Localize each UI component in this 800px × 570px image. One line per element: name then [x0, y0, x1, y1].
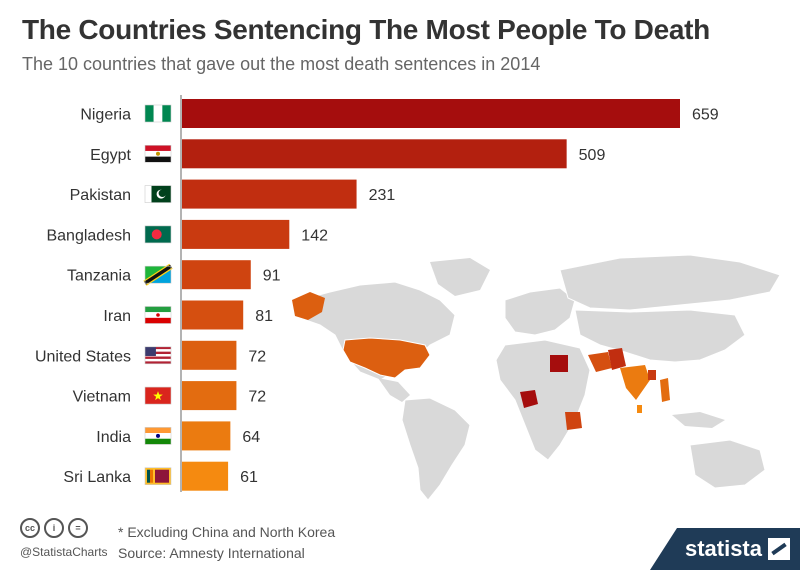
map-bangladesh	[648, 370, 656, 380]
iran-flag-icon	[144, 306, 172, 324]
map-russia	[559, 254, 781, 311]
bar-iran	[182, 300, 244, 330]
map-south-america	[401, 397, 471, 501]
value-label-nigeria: 659	[692, 107, 719, 124]
chart-title: The Countries Sentencing The Most People…	[22, 14, 710, 45]
bar-sri-lanka	[182, 461, 229, 491]
category-label-tanzania: Tanzania	[67, 268, 131, 285]
value-label-sri-lanka: 61	[240, 469, 258, 486]
united-states-flag-icon	[144, 346, 172, 365]
map-tanzania	[565, 412, 582, 430]
map-europe	[504, 287, 576, 336]
value-label-tanzania: 91	[263, 268, 281, 285]
bar-pakistan	[182, 179, 357, 209]
map-greenland	[430, 258, 490, 296]
category-label-sri-lanka: Sri Lanka	[63, 469, 131, 486]
map-australia	[689, 439, 766, 489]
map-vietnam	[660, 378, 670, 402]
no-derivatives-icon: =	[68, 518, 88, 538]
value-label-bangladesh: 142	[301, 227, 328, 244]
map-egypt	[550, 355, 568, 372]
category-label-vietnam: Vietnam	[73, 389, 131, 406]
bar-egypt	[182, 139, 567, 169]
brand-name: statista	[684, 536, 762, 561]
category-label-iran: Iran	[103, 308, 131, 325]
category-label-bangladesh: Bangladesh	[46, 227, 131, 244]
world-map	[292, 254, 781, 501]
value-label-egypt: 509	[579, 147, 606, 164]
egypt-flag-icon	[144, 145, 172, 163]
attribution-icon: i	[44, 518, 64, 538]
map-nigeria	[520, 390, 538, 408]
map-alaska	[292, 292, 325, 320]
map-southeast-asia	[672, 412, 725, 428]
bangladesh-flag-icon	[144, 225, 172, 244]
category-label-nigeria: Nigeria	[80, 107, 131, 124]
category-label-pakistan: Pakistan	[70, 187, 131, 204]
category-label-india: India	[96, 429, 131, 446]
map-africa	[495, 339, 591, 461]
india-flag-icon	[144, 427, 172, 445]
bar-united-states	[182, 340, 237, 370]
category-label-united-states: United States	[35, 348, 131, 365]
map-usa	[342, 337, 431, 379]
sri-lanka-flag-icon	[144, 467, 172, 486]
footnote: * Excluding China and North Korea	[118, 524, 336, 540]
value-label-pakistan: 231	[369, 187, 396, 204]
tanzania-flag-icon	[143, 263, 173, 286]
category-label-egypt: Egypt	[90, 147, 131, 164]
chart-subtitle: The 10 countries that gave out the most …	[22, 54, 541, 74]
vietnam-flag-icon	[144, 386, 172, 405]
bar-vietnam	[182, 381, 237, 411]
cc-icon: cc	[20, 518, 40, 538]
source-note: Source: Amnesty International	[118, 545, 305, 561]
twitter-handle: @StatistaCharts	[20, 545, 108, 559]
bar-india	[182, 421, 231, 451]
bar-bangladesh	[182, 219, 290, 249]
value-label-iran: 81	[255, 308, 273, 325]
bar-tanzania	[182, 260, 251, 290]
value-label-vietnam: 72	[248, 389, 266, 406]
bar-nigeria	[182, 99, 680, 128]
map-sri-lanka	[637, 405, 642, 413]
statista-mark-icon	[768, 538, 790, 560]
map-india	[620, 365, 650, 400]
map-iran	[588, 352, 612, 372]
value-label-united-states: 72	[248, 348, 266, 365]
map-central-america	[378, 378, 410, 402]
value-label-india: 64	[242, 429, 260, 446]
pakistan-flag-icon	[144, 185, 172, 203]
map-pakistan	[608, 348, 626, 370]
nigeria-flag-icon	[144, 104, 172, 123]
license-icons: cc i =	[20, 518, 88, 538]
bar-chart: Nigeria 659 Egypt 509 Pakistan 231 Bangladesh 1…	[35, 95, 781, 501]
statista-logo[interactable]: statista	[650, 528, 800, 570]
